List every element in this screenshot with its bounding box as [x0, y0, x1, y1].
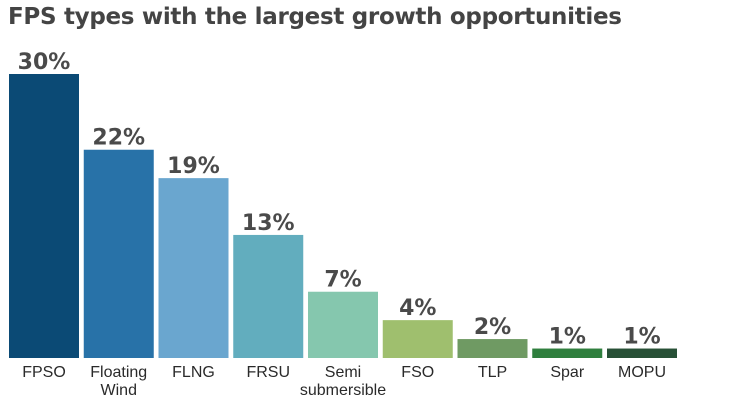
category-label: FLNG — [172, 364, 215, 381]
bar-fpso — [9, 74, 79, 358]
bar-frsu — [233, 234, 304, 358]
category-labels-group: FPSO Floating Wind FLNG FRSU Semi submersible F… — [22, 364, 666, 399]
bar-fso — [382, 320, 453, 358]
category-label: Floating Wind — [90, 364, 147, 399]
bar-spar — [532, 348, 603, 358]
category-label: Spar — [550, 364, 584, 381]
value-label: 13% — [242, 211, 295, 236]
category-label: TLP — [478, 364, 507, 381]
value-label: 7% — [324, 268, 361, 293]
bars-group — [9, 74, 677, 358]
bar-semi-submersible — [308, 291, 378, 358]
value-label: 4% — [399, 296, 436, 321]
bar-floating-wind — [83, 149, 154, 358]
value-label: 2% — [474, 315, 511, 340]
category-label: MOPU — [618, 364, 666, 381]
category-label: FRSU — [246, 364, 290, 381]
bar-mopu — [607, 348, 677, 358]
bar-tlp — [457, 339, 528, 358]
value-labels-group: 30% 22% 19% 13% 7% 4% 2% 1% 1% — [18, 50, 661, 350]
category-label: FPSO — [22, 364, 66, 381]
category-label: FSO — [401, 364, 434, 381]
value-label: 22% — [92, 126, 145, 151]
value-label: 1% — [623, 325, 660, 350]
category-label: Semi submersible — [300, 364, 386, 399]
bar-flng — [158, 178, 229, 358]
value-label: 30% — [18, 50, 71, 75]
value-label: 1% — [549, 325, 586, 350]
chart-title: FPS types with the largest growth opport… — [8, 4, 622, 30]
value-label: 19% — [167, 154, 220, 179]
